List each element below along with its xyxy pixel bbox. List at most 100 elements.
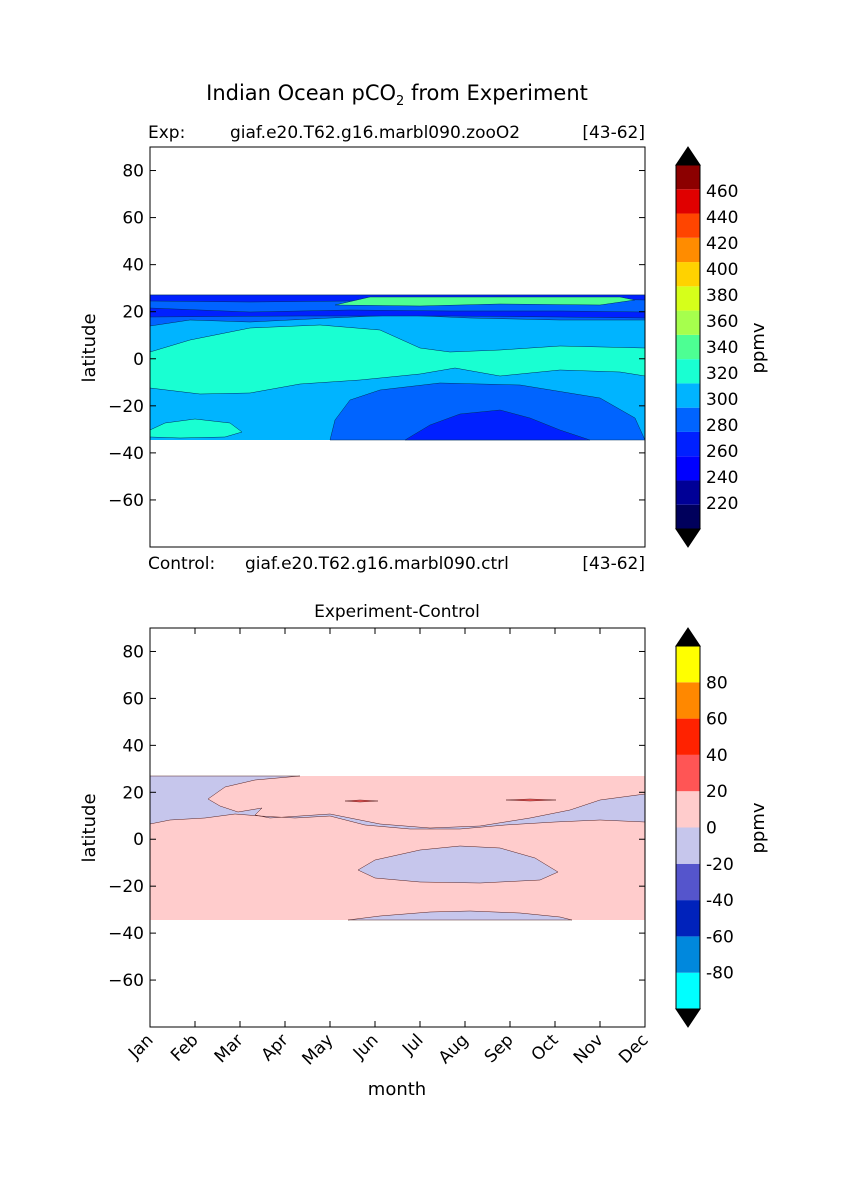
y-tick-label: 0 xyxy=(133,830,144,850)
bottom-x-axis-label: month xyxy=(368,1079,426,1100)
colorbar-tick-label: 280 xyxy=(706,416,738,436)
top-region-south-deep xyxy=(404,409,591,441)
colorbar-tick-label: 440 xyxy=(706,208,738,228)
bottom-contour-plot xyxy=(149,775,646,921)
top-exp-years: [43-62] xyxy=(582,123,645,143)
colorbar-swatch xyxy=(676,791,700,828)
colorbar-swatch xyxy=(676,936,700,973)
figure-title-tail: from Experiment xyxy=(404,81,588,105)
colorbar-extend-low xyxy=(675,528,701,548)
top-region-central xyxy=(149,324,646,395)
y-tick-label: 60 xyxy=(122,209,144,229)
y-tick-label: −20 xyxy=(108,397,144,417)
colorbar-tick-label: 20 xyxy=(706,782,728,802)
colorbar-swatch xyxy=(676,456,700,481)
y-tick-label: 0 xyxy=(133,350,144,370)
top-axes-frame xyxy=(149,146,646,548)
colorbar-swatch xyxy=(676,359,700,384)
bottom-title: Experiment-Control xyxy=(314,602,480,622)
colorbar-tick-label: 80 xyxy=(706,673,728,693)
colorbar-swatch xyxy=(676,718,700,755)
colorbar-swatch xyxy=(676,383,700,408)
bottom-colorbar: 80 60 40 20 0 -20 -40 -60 -80 xyxy=(675,627,734,1028)
colorbar-tick-label: -40 xyxy=(706,891,734,911)
colorbar-swatch xyxy=(676,646,700,683)
colorbar-swatch xyxy=(676,213,700,238)
bottom-y-axis: 80 60 40 20 0 −20 −40 −60 xyxy=(108,642,645,991)
y-tick-label: 80 xyxy=(122,642,144,662)
colorbar-swatch xyxy=(676,431,700,457)
y-tick-label: −60 xyxy=(108,971,144,991)
bottom-region-base xyxy=(150,776,645,920)
x-tick-label: Mar xyxy=(211,1030,248,1067)
control-name: giaf.e20.T62.g16.marbl090.ctrl xyxy=(245,554,509,574)
colorbar-swatch xyxy=(676,900,700,937)
colorbar-swatch xyxy=(676,863,700,901)
bottom-region-central-negative xyxy=(357,845,559,884)
colorbar-tick-label: -80 xyxy=(706,964,734,984)
colorbar-tick-label: 420 xyxy=(706,234,738,254)
x-tick-label: Nov xyxy=(570,1030,608,1068)
colorbar-tick-label: 320 xyxy=(706,364,738,384)
colorbar-swatch xyxy=(676,237,700,263)
x-tick-label: Oct xyxy=(528,1030,563,1065)
top-colorbar-label: ppmv xyxy=(748,322,769,373)
colorbar-extend-high xyxy=(675,627,701,647)
bottom-panel: Experiment-Control 80 60 40 20 0 −20 −40 −60 Ja… xyxy=(79,602,769,1100)
x-tick-label: Jul xyxy=(398,1030,427,1059)
bottom-axes-frame xyxy=(149,627,646,1028)
y-tick-label: 20 xyxy=(122,783,144,803)
figure-title-subscript: 2 xyxy=(396,94,404,109)
bottom-region-north-negative xyxy=(149,775,646,830)
colorbar-tick-label: 40 xyxy=(706,746,728,766)
colorbar-tick-label: 340 xyxy=(706,338,738,358)
colorbar-extend-high xyxy=(675,146,701,166)
y-tick-label: −40 xyxy=(108,924,144,944)
y-tick-label: −60 xyxy=(108,491,144,511)
colorbar-tick-label: 380 xyxy=(706,286,738,306)
control-label: Control: xyxy=(148,554,215,574)
x-tick-label: Dec xyxy=(615,1030,652,1067)
x-tick-label: May xyxy=(299,1030,338,1069)
y-tick-label: 40 xyxy=(122,256,144,276)
colorbar-frame xyxy=(675,645,701,1010)
y-tick-label: 80 xyxy=(122,162,144,182)
bottom-region-small-positive-1 xyxy=(344,799,379,803)
bottom-colorbar-label: ppmv xyxy=(748,802,769,853)
colorbar-swatch xyxy=(676,407,700,432)
x-tick-label: Sep xyxy=(481,1030,518,1067)
top-y-axis: 80 60 40 20 0 −20 −40 −60 xyxy=(108,162,645,511)
x-tick-label: Feb xyxy=(167,1030,202,1065)
colorbar-tick-label: 400 xyxy=(706,260,738,280)
x-tick-label: Jun xyxy=(349,1030,383,1064)
colorbar-swatch xyxy=(676,189,700,214)
top-y-axis-label: latitude xyxy=(79,313,100,382)
figure-title-main: Indian Ocean pCO xyxy=(206,81,396,105)
colorbar-tick-label: 260 xyxy=(706,442,738,462)
y-tick-label: 60 xyxy=(122,689,144,709)
y-tick-label: −40 xyxy=(108,444,144,464)
top-colorbar: 460 440 420 400 380 360 340 320 300 280 260 240 220 xyxy=(675,146,738,548)
top-panel: Exp: giaf.e20.T62.g16.marbl090.zooO2 [43… xyxy=(79,123,769,574)
colorbar-tick-label: 0 xyxy=(706,819,717,839)
top-exp-name: giaf.e20.T62.g16.marbl090.zooO2 xyxy=(230,123,520,143)
colorbar-tick-label: -20 xyxy=(706,855,734,875)
x-tick-label: Apr xyxy=(258,1030,293,1065)
colorbar-swatch xyxy=(676,165,700,190)
x-tick-label: Jan xyxy=(124,1030,157,1063)
colorbar-swatch xyxy=(676,972,700,1009)
colorbar-frame xyxy=(675,164,701,530)
top-region-southwest xyxy=(149,418,243,439)
top-exp-label: Exp: xyxy=(148,123,185,143)
bottom-region-south-negative xyxy=(347,910,573,921)
colorbar-swatch xyxy=(676,480,700,505)
y-tick-label: 40 xyxy=(122,736,144,756)
colorbar-swatch xyxy=(676,827,700,864)
figure-title: Indian Ocean pCO2 from Experiment xyxy=(206,81,588,109)
colorbar-swatch xyxy=(676,682,700,719)
colorbar-tick-label: 220 xyxy=(706,494,738,514)
colorbar-swatch xyxy=(676,754,700,792)
top-region-north-high xyxy=(334,296,636,307)
top-contour-plot xyxy=(149,294,646,441)
